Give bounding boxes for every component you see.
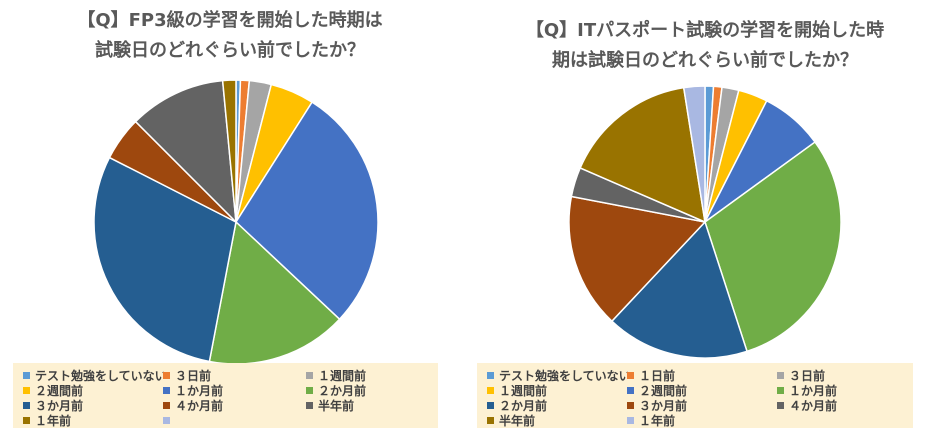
legend-item: ２週間前 (23, 383, 84, 398)
chart-title: 【Q】ITパスポート試験の学習を開始した時 期は試験日のどれぐらい前でしたか？ (505, 16, 905, 76)
legend-swatch (627, 416, 634, 424)
legend-item: ２週間前 (627, 383, 688, 398)
legend-item: １日前 (627, 368, 676, 383)
legend-swatch (23, 386, 30, 394)
legend-item: テスト勉強をしていない (487, 368, 631, 383)
legend: テスト勉強をしていない １日前 ３日前 １週間前 ２週間前 １か月前 ２か月前 ３か月前 ４か月… (477, 363, 913, 428)
legend-item: ３日前 (163, 368, 212, 383)
pie-slice (568, 195, 707, 323)
legend-label: １年前 (35, 413, 72, 428)
legend-item: ４か月前 (163, 398, 224, 413)
legend-item: １週間前 (306, 368, 367, 383)
legend-item: ３日前 (777, 368, 826, 383)
pie-slice (221, 79, 237, 223)
legend-item: ３か月前 (23, 398, 84, 413)
legend-swatch (487, 416, 494, 424)
legend-item: ２か月前 (306, 383, 367, 398)
legend-swatch (23, 416, 30, 424)
legend-label: テスト勉強をしていない (35, 368, 167, 383)
legend-swatch (627, 386, 634, 394)
legend-item: テスト勉強をしていない (23, 368, 167, 383)
legend-swatch (487, 386, 494, 394)
legend-label: １年前 (639, 413, 676, 428)
legend-label: ３日前 (175, 368, 212, 383)
legend-label: ３か月前 (639, 398, 688, 413)
legend-swatch (163, 371, 170, 379)
pie-slice (235, 101, 379, 321)
legend-swatch (23, 401, 30, 409)
legend-item: 半年前 (487, 413, 536, 428)
legend-swatch (627, 401, 634, 409)
chart-title-line-1: 【Q】ITパスポート試験の学習を開始した時 (525, 20, 885, 41)
legend-label: １週間前 (499, 383, 548, 398)
legend-item (163, 413, 175, 427)
chart-title: 【Q】FP3級の学習を開始した時期は 試験日のどれぐらい前でしたか？ (40, 6, 420, 66)
legend-item: １年前 (23, 413, 72, 428)
legend-label: １週間前 (318, 368, 367, 383)
legend-label: ３日前 (789, 368, 826, 383)
legend-label: １日前 (639, 368, 676, 383)
legend-swatch (306, 401, 313, 409)
legend-swatch (23, 371, 30, 379)
pie-slice (134, 79, 237, 225)
legend-label: ４か月前 (789, 398, 838, 413)
legend-item: ３か月前 (627, 398, 688, 413)
legend-label: ２週間前 (35, 383, 84, 398)
legend-swatch (487, 371, 494, 379)
legend-item: １週間前 (487, 383, 548, 398)
legend-item: ４か月前 (777, 398, 838, 413)
legend-swatch (306, 371, 313, 379)
legend-label: １か月前 (175, 383, 224, 398)
legend-item: １か月前 (777, 383, 838, 398)
chart-title-line-1: 【Q】FP3級の学習を開始した時期は (77, 10, 383, 31)
legend: テスト勉強をしていない ３日前 １週間前 ２週間前 １か月前 ２か月前 ３か月前 ４か月前 半年… (13, 363, 438, 428)
legend-label: ３か月前 (35, 398, 84, 413)
legend-swatch (777, 371, 784, 379)
legend-swatch (777, 401, 784, 409)
pie-slice (579, 86, 706, 224)
legend-swatch (163, 416, 170, 424)
legend-label: ２か月前 (318, 383, 367, 398)
legend-swatch (777, 386, 784, 394)
legend-item: ２か月前 (487, 398, 548, 413)
legend-swatch (163, 386, 170, 394)
legend-label: テスト勉強をしていない (499, 368, 631, 383)
chart-title-line-2: 試験日のどれぐらい前でしたか？ (95, 40, 365, 61)
pie-slice (704, 141, 842, 353)
legend-label: ２か月前 (499, 398, 548, 413)
legend-label: ４か月前 (175, 398, 224, 413)
legend-item: 半年前 (306, 398, 355, 413)
pie-slice (610, 220, 748, 359)
chart-title-line-2: 期は試験日のどれぐらい前でしたか？ (552, 50, 858, 71)
legend-swatch (627, 371, 634, 379)
pie-slice (93, 156, 237, 363)
legend-item: １か月前 (163, 383, 224, 398)
legend-swatch (163, 401, 170, 409)
legend-swatch (306, 386, 313, 394)
legend-label: 半年前 (499, 413, 536, 428)
legend-swatch (487, 401, 494, 409)
legend-label: 半年前 (318, 398, 355, 413)
legend-item: １年前 (627, 413, 676, 428)
legend-label: ２週間前 (639, 383, 688, 398)
pie-slice (682, 85, 706, 223)
legend-label: １か月前 (789, 383, 838, 398)
